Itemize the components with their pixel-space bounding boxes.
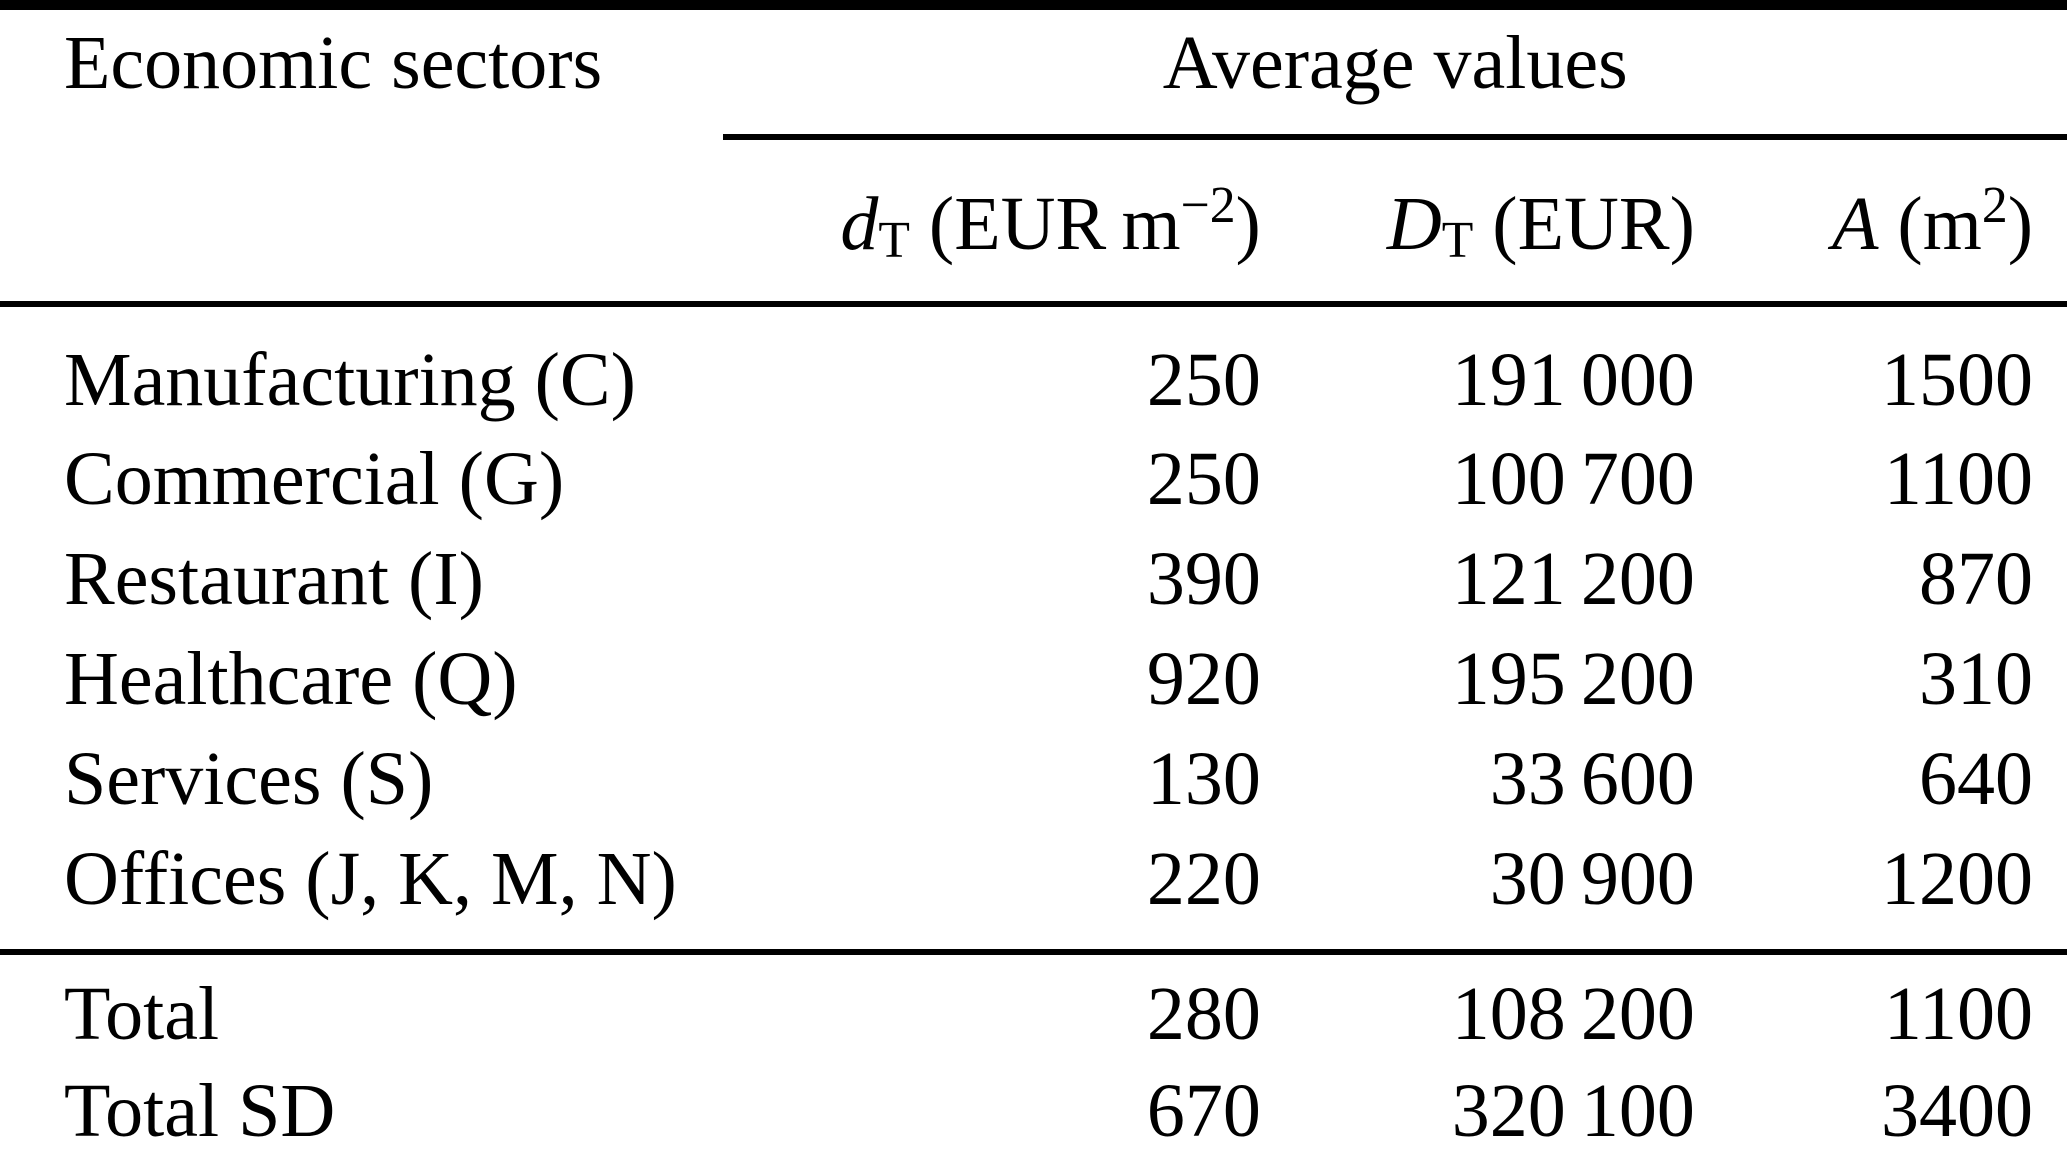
total-sd-label: Total SD bbox=[64, 1069, 336, 1154]
dT-total-value: 280 bbox=[723, 949, 1261, 1065]
DT-symbol: D bbox=[1386, 181, 1442, 266]
table-row-total-sd: Total SD 670 320 100 3400 bbox=[0, 1064, 2067, 1167]
sector-name: Offices (J, K, M, N) bbox=[64, 836, 677, 921]
area-value: 1100 bbox=[1883, 437, 2033, 522]
dT-subscript: T bbox=[878, 212, 910, 270]
dT-value: 130 bbox=[1146, 736, 1261, 821]
sector-name: Commercial (G) bbox=[64, 437, 565, 522]
dT-value: 920 bbox=[1146, 636, 1261, 721]
economic-sectors-header: Economic sectors bbox=[64, 21, 603, 105]
average-values-header: Average values bbox=[723, 5, 2067, 140]
totals-rows: Total 280 108 200 1100 Total SD 670 320 … bbox=[0, 949, 2067, 1167]
DT-total-value: 108 200 bbox=[1260, 949, 1695, 1065]
DT-value: 121 200 bbox=[1451, 537, 1695, 622]
dT-symbol: d bbox=[840, 181, 879, 266]
sector-name: Restaurant (I) bbox=[64, 537, 484, 622]
header-row-groups: Economic sectors Average values bbox=[0, 5, 2067, 140]
table-row-services: Services (S) 130 33 600 640 bbox=[0, 730, 2067, 830]
area-value: 870 bbox=[1919, 537, 2033, 622]
header-row-units: dT (EUR m−2) DT (EUR) A (m2) bbox=[0, 136, 2067, 307]
sector-name: Healthcare (Q) bbox=[64, 636, 518, 721]
dT-value: 250 bbox=[1146, 437, 1261, 522]
dT-unit-close: ) bbox=[1235, 181, 1261, 266]
A-unit-open: (m bbox=[1878, 181, 1982, 266]
table-row-restaurant: Restaurant (I) 390 121 200 870 bbox=[0, 530, 2067, 630]
table-row-manufacturing: Manufacturing (C) 250 191 000 1500 bbox=[0, 304, 2067, 431]
dT-value: 220 bbox=[1146, 836, 1261, 921]
dT-value: 250 bbox=[1146, 337, 1261, 422]
table-row-total: Total 280 108 200 1100 bbox=[0, 949, 2067, 1065]
column-header-total-damage: DT (EUR) bbox=[1260, 136, 1695, 307]
DT-value: 100 700 bbox=[1451, 437, 1695, 522]
DT-unit-open: (EUR) bbox=[1473, 181, 1695, 266]
empty-header-cell bbox=[0, 136, 724, 307]
A-unit-close: ) bbox=[2007, 181, 2033, 266]
area-value: 1500 bbox=[1881, 337, 2033, 422]
sector-name: Manufacturing (C) bbox=[64, 337, 636, 422]
total-label: Total bbox=[0, 949, 724, 1065]
dT-unit-exponent: −2 bbox=[1180, 176, 1236, 234]
area-total-sd-value: 3400 bbox=[1881, 1069, 2033, 1154]
area-total-value: 1100 bbox=[1694, 949, 2067, 1065]
DT-subscript: T bbox=[1441, 212, 1474, 270]
table-row-offices: Offices (J, K, M, N) 220 30 900 1200 bbox=[0, 830, 2067, 953]
area-value: 310 bbox=[1919, 636, 2033, 721]
table-header: Economic sectors Average values dT (EUR … bbox=[0, 5, 2067, 307]
sector-rows: Manufacturing (C) 250 191 000 1500 Comme… bbox=[0, 304, 2067, 953]
sector-name: Services (S) bbox=[64, 736, 434, 821]
DT-value: 191 000 bbox=[1451, 337, 1695, 422]
A-symbol: A bbox=[1831, 181, 1879, 266]
area-value: 640 bbox=[1919, 736, 2033, 821]
DT-value: 195 200 bbox=[1451, 636, 1695, 721]
column-header-specific-damage: dT (EUR m−2) bbox=[723, 136, 1261, 307]
DT-value: 30 900 bbox=[1489, 836, 1695, 921]
DT-total-sd-value: 320 100 bbox=[1451, 1069, 1695, 1154]
dT-unit-open: (EUR m bbox=[909, 181, 1181, 266]
DT-value: 33 600 bbox=[1489, 736, 1695, 821]
table-row-commercial: Commercial (G) 250 100 700 1100 bbox=[0, 430, 2067, 530]
area-value: 1200 bbox=[1881, 836, 2033, 921]
A-unit-exponent: 2 bbox=[1981, 176, 2008, 234]
dT-total-sd-value: 670 bbox=[1146, 1069, 1261, 1154]
table-row-healthcare: Healthcare (Q) 920 195 200 310 bbox=[0, 630, 2067, 730]
dT-value: 390 bbox=[1146, 537, 1261, 622]
column-header-area: A (m2) bbox=[1694, 136, 2067, 307]
